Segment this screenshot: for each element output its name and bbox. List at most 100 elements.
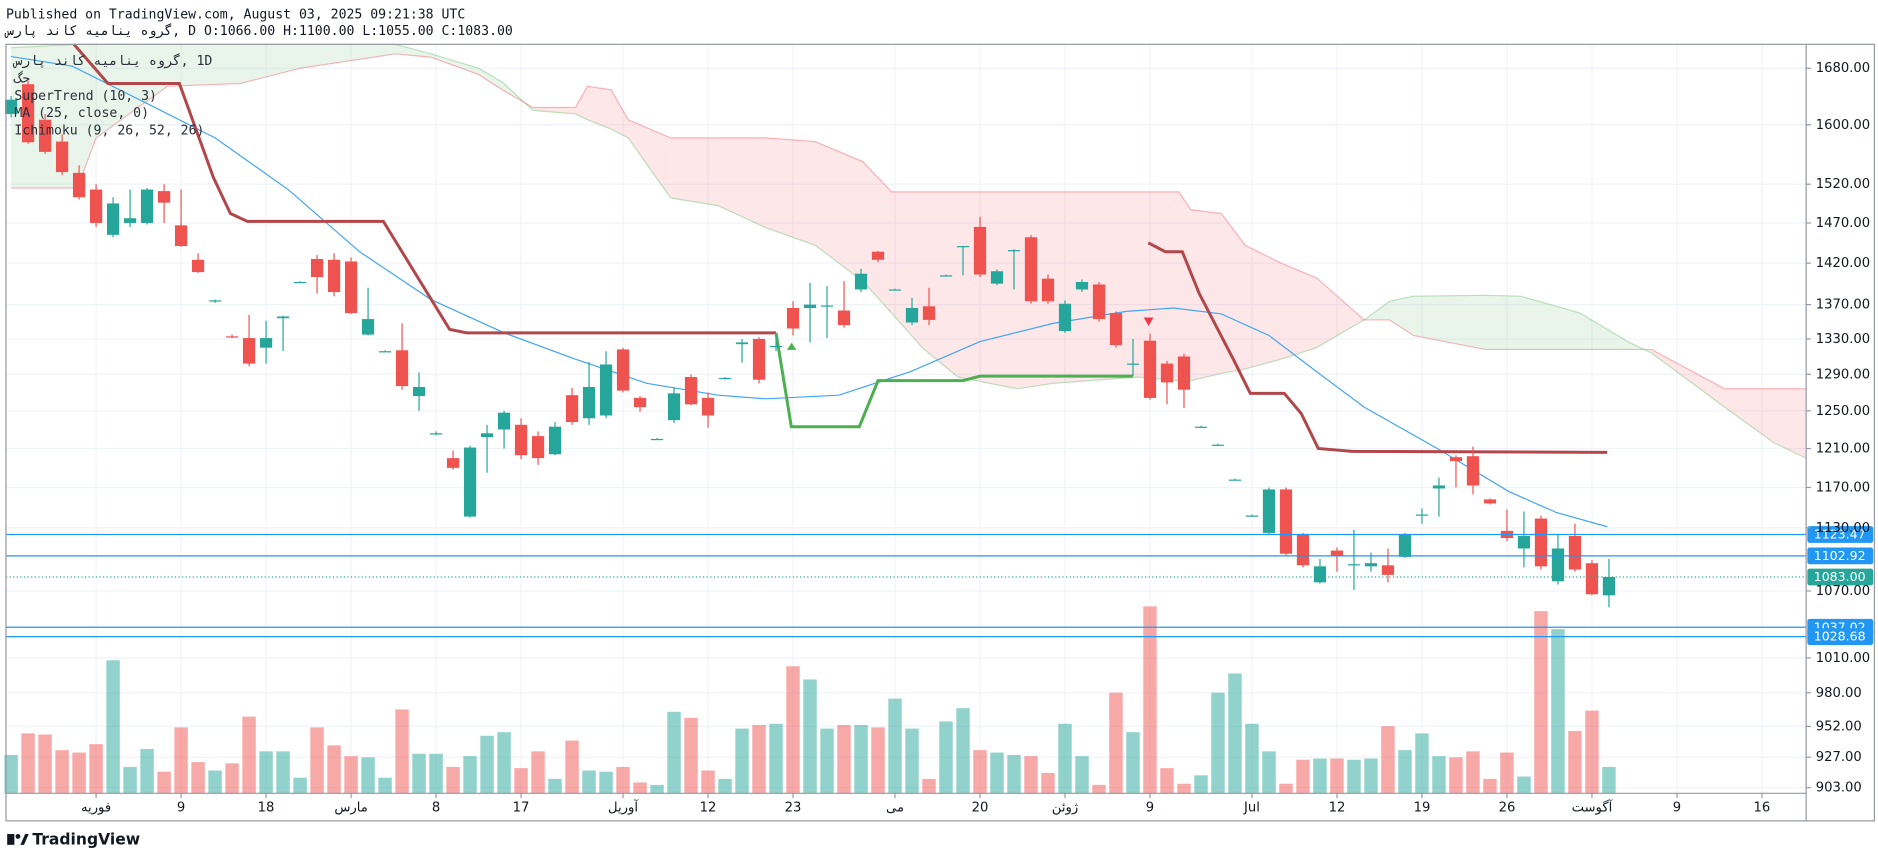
volume-bar [684,717,698,794]
cloud-segment [1138,191,1179,381]
x-tick-label: 18 [258,801,275,816]
logo-part [20,834,29,845]
x-tick-label: 23 [785,801,802,816]
volume-bar [1177,783,1191,794]
candles [4,80,1616,608]
candle-body [1211,444,1225,446]
candle-body [497,412,511,430]
candle-body [72,172,86,198]
candle-body [157,191,171,203]
cloud-segment [240,44,301,84]
volume-bar [497,732,511,794]
candle-body [140,189,154,223]
volume-bar [1330,758,1344,794]
candle-body [701,397,715,416]
x-tick-label: می [886,801,904,816]
y-tick-label: 952.00 [1816,719,1862,734]
volume-bar [1381,726,1395,794]
candle-body [1415,514,1429,516]
volume-bar [956,708,970,794]
price-label: 1123.47 [1814,527,1866,542]
volume-bar [1109,692,1123,794]
sell-arrow [1143,317,1154,326]
volume-bar [1041,772,1055,794]
candle-body [1092,284,1106,320]
candle-body [548,426,562,455]
logo-part [7,834,15,845]
candle-body [191,259,205,273]
x-tick-label: 12 [700,801,717,816]
volume-bar [582,770,596,794]
cloud-segment [502,82,533,111]
y-tick-label: 1420.00 [1816,256,1870,271]
y-tick-label: 1370.00 [1816,298,1870,313]
volume-bar [123,766,137,794]
candle-body [4,99,18,114]
y-tick-label: 1520.00 [1816,177,1870,192]
y-tick-label: 1600.00 [1816,118,1870,133]
candle-body [38,119,52,152]
candle-body [1160,363,1174,383]
volume-bar [1517,776,1531,794]
volume-bar [225,763,239,794]
x-tick-label: 12 [1329,801,1346,816]
candle-body [1568,536,1582,570]
volume-bar [174,727,188,794]
price-label-box [1807,547,1874,565]
candle-body [1058,303,1072,332]
brand-logo [7,834,29,845]
candle-body [242,338,256,364]
volume-bar [1602,766,1616,794]
cloud-segment [1316,277,1365,348]
candle-body [1602,577,1616,596]
supertrend-line [72,43,777,335]
volume-bar [1568,730,1582,794]
legend-entry: SuperTrend (10, 3) [14,89,157,104]
y-tick-label: 927.00 [1816,750,1862,765]
volume-bar [1228,673,1242,794]
volume-bar [1500,752,1514,794]
cloud-segment [1580,313,1628,350]
candle-body [1177,356,1191,390]
volume-bar [276,751,290,794]
volume-bar [89,744,103,794]
volume-bar [106,660,120,794]
volume-bar [55,750,69,794]
legend-entry: سراپ دناک هیمانی هورگ, 1D [12,53,212,69]
legend-entry: Ichimoku (9, 26, 52, 26) [14,124,204,139]
volume-bar [718,778,732,794]
cloud-segment [478,68,503,90]
volume-bar [446,766,460,794]
candle-body [905,307,919,323]
volume-bar [412,753,426,794]
cloud-segment [1221,213,1246,374]
volume-bar [1024,756,1038,794]
candle-body [412,386,426,397]
volume-bar [616,766,630,794]
cloud-segment [96,44,168,138]
cloud-segment [77,44,97,189]
candle-body [1449,457,1463,462]
x-tick-label: 20 [972,801,989,816]
volume-bar [888,698,902,794]
frame [5,43,1876,822]
volume-bar [293,777,307,794]
x-tick-label: 16 [1754,801,1771,816]
volume-bar [1245,723,1259,794]
candle-body [1517,536,1531,549]
candle-body [293,281,307,284]
volume-bar [1449,757,1463,794]
y-tick-label: 1250.00 [1816,404,1870,419]
candle-body [1313,566,1327,583]
volume-bar [905,728,919,794]
y-tick-label: 1330.00 [1816,332,1870,347]
y-tick-label: 1470.00 [1816,216,1870,231]
candle-body [480,433,494,438]
candle-body [871,251,885,260]
volume-bar [1585,710,1599,794]
volume-bar [1364,758,1378,794]
cloud-segment [1724,388,1774,443]
candle-body [1126,363,1140,365]
candle-body [990,271,1004,284]
